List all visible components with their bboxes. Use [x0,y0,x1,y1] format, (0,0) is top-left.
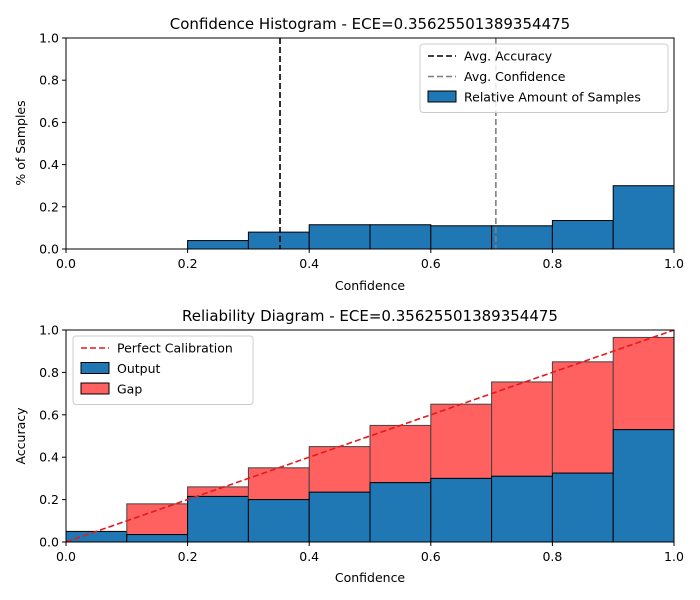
gap-bar [430,403,493,479]
x-tick-label: 0.2 [178,549,198,564]
x-tick-label: 0.0 [56,256,76,271]
histogram-bar [187,240,249,250]
histogram-bar [612,185,675,250]
x-axis-label: Confidence [335,278,406,293]
y-tick-label: 0.4 [39,450,59,465]
y-tick-label: 0.6 [39,407,59,422]
output-bar [491,475,553,543]
output-bar [65,530,128,543]
plot-area: 0.0 0.2 0.4 0.6 0.8 1.0 0.0 0.2 0.4 0.6 0.8 1.0 [39,323,684,565]
legend-patch-swatch [80,382,110,395]
x-tick-label: 0.0 [56,549,76,564]
histogram-bar [369,224,432,250]
y-tick-label: 0.8 [39,73,59,88]
gap-bar [126,503,189,536]
y-tick-label: 0.8 [39,365,59,380]
legend-entry-label: Perfect Calibration [117,341,233,356]
histogram-bar [430,225,493,250]
legend: Perfect Calibration Output Gap [72,335,254,405]
y-tick-label: 0.0 [39,535,59,550]
legend-patch-swatch [80,362,110,374]
x-tick-label: 0.8 [542,549,562,564]
output-bar [612,429,675,543]
perfect-calibration-line [65,329,675,543]
output-bar [551,472,614,543]
histogram-bar [247,231,310,250]
y-tick-label: 0.2 [39,199,59,214]
gap-bar [308,446,371,493]
gap-bar [551,361,614,474]
gap-bar [247,467,310,501]
legend-entry-label: Gap [117,382,142,397]
x-axis-label: Confidence [335,570,406,585]
y-axis-label: Accuracy [13,407,28,465]
chart-title: Reliability Diagram - ECE=0.356255013893… [182,307,558,325]
confidence-histogram: Confidence Histogram - ECE=0.35625501389… [13,15,684,293]
axes-frame [65,37,675,250]
gap-bar [491,381,553,477]
chart-title: Confidence Histogram - ECE=0.35625501389… [170,15,570,33]
histogram-bar [491,225,553,250]
y-tick-label: 1.0 [39,323,59,338]
x-tick-label: 1.0 [664,256,684,271]
y-axis-label: % of Samples [13,100,28,185]
x-tick-label: 0.8 [542,256,562,271]
gap-bar [187,486,249,497]
output-bar [126,534,189,543]
output-bar [369,482,432,543]
legend-box [72,335,254,405]
legend: Avg. Accuracy Avg. Confidence Relative Amo… [419,43,669,113]
legend-box [419,43,669,113]
output-bar [247,499,310,543]
y-tick-label: 0.6 [39,115,59,130]
axes-frame [65,329,675,543]
output-bar [308,491,371,543]
histogram-bar [551,220,614,250]
x-tick-label: 0.6 [421,549,441,564]
gap-bar [369,424,432,484]
x-tick-label: 0.4 [299,256,319,271]
legend-entry-label: Relative Amount of Samples [464,90,641,105]
reliability-diagram: Reliability Diagram - ECE=0.356255013893… [13,307,684,585]
legend-entry-label: Avg. Confidence [464,69,566,84]
legend-entry-label: Output [117,361,161,376]
output-bar [430,477,493,543]
x-tick-label: 0.2 [178,256,198,271]
y-tick-label: 0.2 [39,492,59,507]
y-tick-label: 0.0 [39,242,59,257]
output-bar [187,495,249,543]
y-tick-label: 0.4 [39,157,59,172]
gap-bar [612,336,675,431]
histogram-bar [308,224,371,250]
x-tick-label: 1.0 [664,549,684,564]
y-tick-label: 1.0 [39,31,59,46]
x-tick-label: 0.6 [421,256,441,271]
x-tick-label: 0.4 [299,549,319,564]
legend-patch-swatch [427,90,457,103]
plot-area: 0.0 0.2 0.4 0.6 0.8 1.0 0.0 0.2 0.4 0.6 0.8 1.0 [39,31,684,272]
legend-entry-label: Avg. Accuracy [464,49,553,64]
